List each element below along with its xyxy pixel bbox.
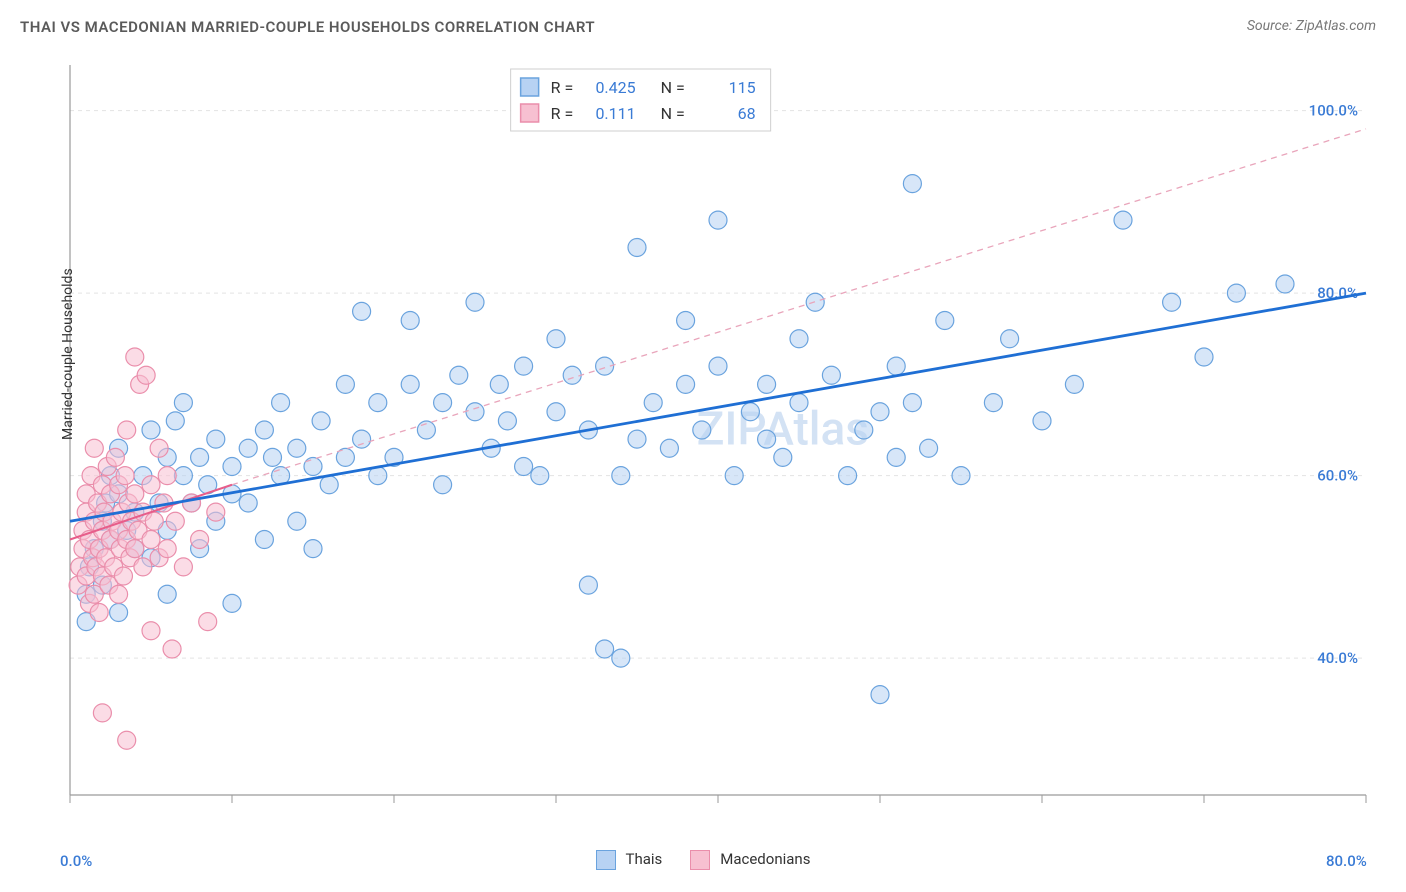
legend-label-macedonians: Macedonians <box>720 850 810 868</box>
legend-label-thais: Thais <box>626 850 663 868</box>
svg-text:100.0%: 100.0% <box>1309 102 1358 120</box>
svg-text:N =: N = <box>661 104 685 123</box>
legend-item-macedonians: Macedonians <box>690 849 810 870</box>
svg-text:115: 115 <box>729 78 756 97</box>
chart-container: THAI VS MACEDONIAN MARRIED-COUPLE HOUSEH… <box>0 0 1406 892</box>
legend-swatch-thais <box>596 850 616 870</box>
svg-text:40.0%: 40.0% <box>1317 649 1358 667</box>
scatter-svg: 40.0%60.0%80.0%100.0%ZIPAtlasR =0.425N =… <box>50 55 1386 825</box>
source-label: Source: ZipAtlas.com <box>1247 18 1376 34</box>
chart-title: THAI VS MACEDONIAN MARRIED-COUPLE HOUSEH… <box>20 18 595 36</box>
svg-text:60.0%: 60.0% <box>1317 467 1358 485</box>
legend-swatch-macedonians <box>690 850 710 870</box>
svg-text:R =: R = <box>551 78 574 97</box>
svg-text:68: 68 <box>738 104 756 123</box>
svg-text:N =: N = <box>661 78 685 97</box>
svg-text:R =: R = <box>551 104 574 123</box>
svg-text:0.111: 0.111 <box>595 104 635 123</box>
bottom-legend: Thais Macedonians <box>0 849 1406 870</box>
plot-area: 40.0%60.0%80.0%100.0%ZIPAtlasR =0.425N =… <box>50 55 1386 825</box>
y-axis-label: Married-couple Households <box>60 268 76 440</box>
svg-text:0.425: 0.425 <box>595 78 635 97</box>
legend-item-thais: Thais <box>596 849 663 870</box>
